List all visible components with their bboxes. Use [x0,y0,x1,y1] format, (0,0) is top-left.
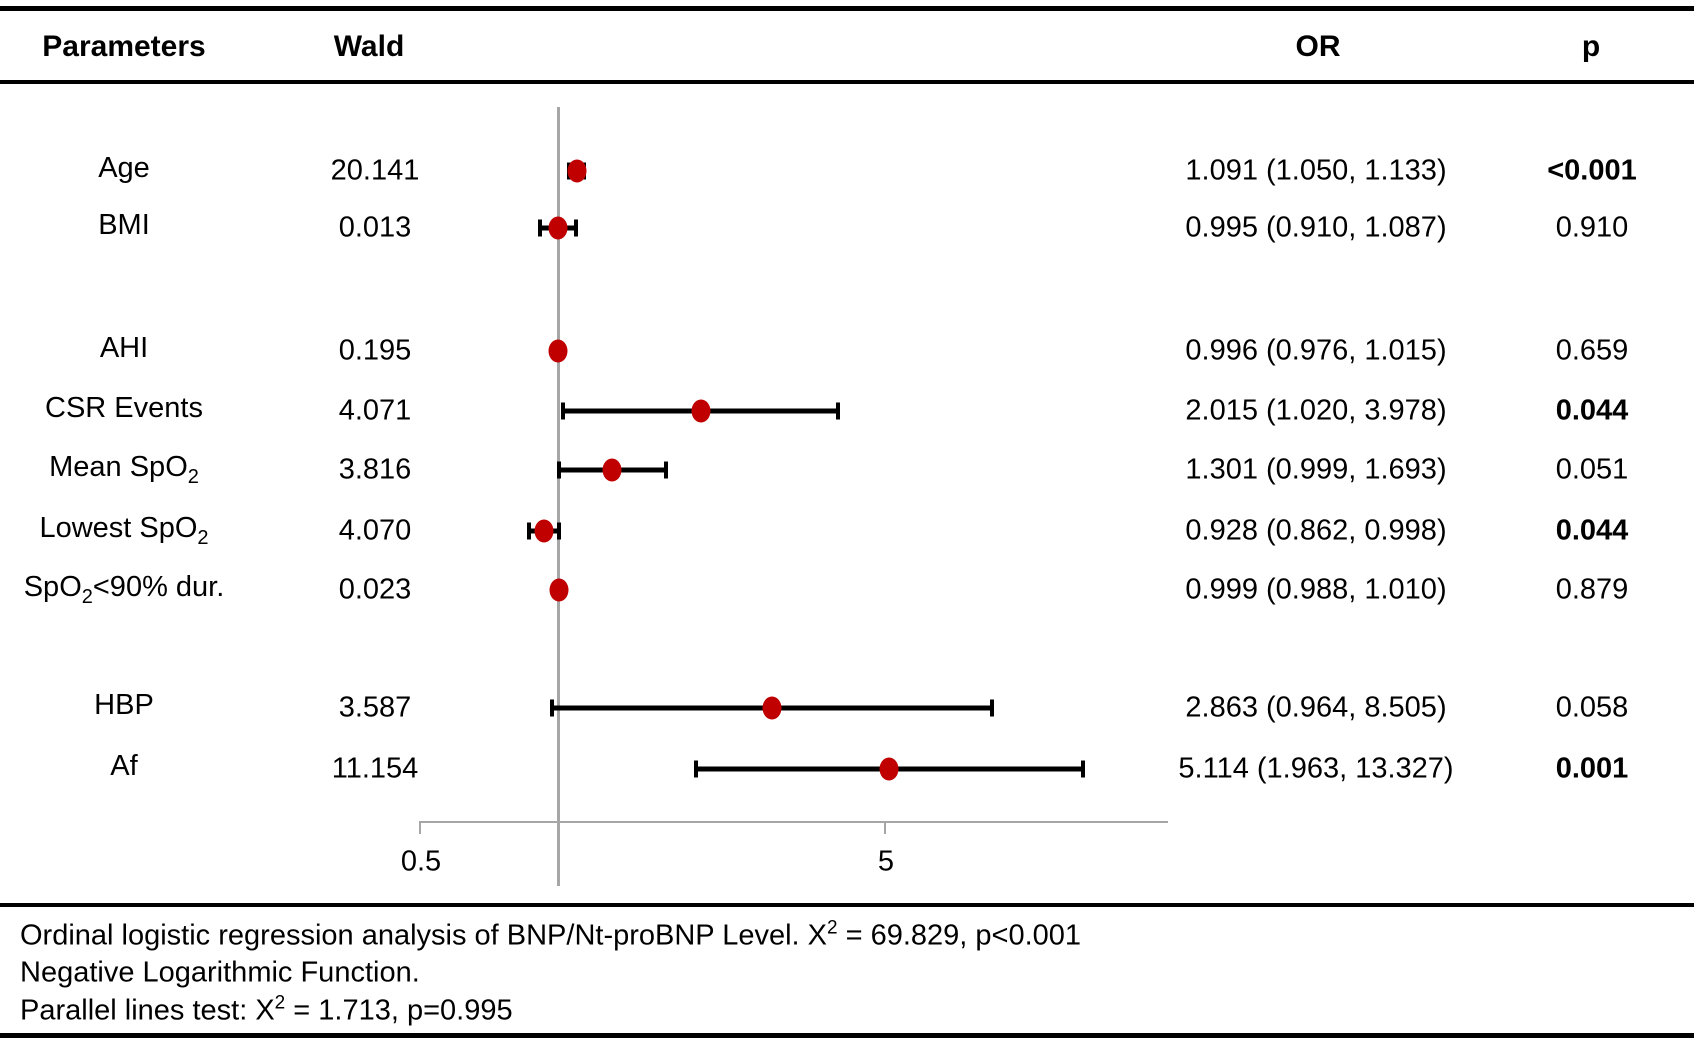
parameter-label: BMI [98,209,150,247]
or-point-marker [534,519,554,543]
ci-cap-left [537,219,542,237]
ci-cap-right [573,219,578,237]
parameter-label: Age [98,152,150,190]
wald-value: 0.195 [338,334,412,367]
or-point-marker [879,757,899,781]
ci-cap-left [693,760,698,778]
or-ci-value: 5.114 (1.963, 13.327) [1178,752,1454,785]
parameter-label-subscript: 2 [187,465,199,488]
or-ci-value: 2.015 (1.020, 3.978) [1185,394,1447,427]
parameter-label-text: BMI [98,209,150,242]
p-value: <0.001 [1547,154,1637,187]
header-separator-rule [0,80,1694,84]
parameter-label-subscript: 2 [81,585,93,608]
x-axis-tick-label-left: 0.5 [400,845,442,878]
parameter-label-text: Af [110,750,138,783]
or-ci-value: 0.999 (0.988, 1.010) [1185,573,1447,606]
parameter-label: CSR Events [45,392,203,430]
x-axis-line [420,821,1168,823]
parameter-label-text: Age [98,152,150,185]
top-border-rule [0,6,1694,11]
p-value: 0.659 [1555,334,1629,367]
footnote-separator-rule [0,903,1694,907]
parameter-label-text: SpO [23,571,82,604]
ci-cap-left [556,461,561,479]
column-header-parameters: Parameters [42,30,206,63]
footnote-2-text: Negative Logarithmic Function. [20,956,420,989]
ci-cap-right [1081,760,1086,778]
parameter-label-text: HBP [94,689,154,722]
wald-value: 20.141 [330,154,420,187]
footnote-1-superscript: 2 [826,917,838,939]
p-value: 0.879 [1555,573,1629,606]
parameter-label-text: CSR Events [45,392,203,425]
ci-cap-right [663,461,668,479]
ci-cap-right [836,402,841,420]
or-ci-value: 2.863 (0.964, 8.505) [1185,691,1447,724]
bottom-border-rule [0,1033,1694,1038]
footnote-1-text-cont: = 69.829, p<0.001 [837,919,1082,952]
ci-cap-right [990,699,995,717]
wald-value: 3.587 [338,691,412,724]
wald-value: 0.023 [338,573,412,606]
parameter-label: Lowest SpO2 [39,512,208,550]
or-point-marker [691,399,711,423]
parameter-label-text: AHI [99,332,149,365]
or-ci-value: 1.301 (0.999, 1.693) [1185,453,1447,486]
p-value: 0.044 [1555,394,1629,427]
or-point-marker [548,216,568,240]
or-ci-value: 1.091 (1.050, 1.133) [1185,154,1447,187]
wald-value: 11.154 [331,752,419,785]
column-header-or: OR [1295,30,1341,63]
p-value: 0.058 [1555,691,1629,724]
wald-value: 0.013 [338,211,412,244]
parameter-label: Af [110,750,137,788]
parameter-label: Mean SpO2 [49,451,199,489]
column-header-p: p [1581,30,1601,63]
footnote-line-3: Parallel lines test: X2 = 1.713, p=0.995 [20,993,513,1028]
ci-cap-left [561,402,565,420]
p-value: 0.044 [1555,514,1629,547]
footnote-1-text: Ordinal logistic regression analysis of … [20,919,827,952]
ci-cap-left [526,522,531,540]
wald-value: 3.816 [338,453,412,486]
wald-value: 4.071 [338,394,412,427]
parameter-label-subscript: 2 [197,526,209,549]
wald-value: 4.070 [338,514,412,547]
parameter-label-text: Mean SpO [49,451,188,484]
x-axis-tick-right [884,821,886,834]
or-point-marker [548,339,568,363]
footnote-3-superscript: 2 [274,992,286,1014]
footnote-line-1: Ordinal logistic regression analysis of … [20,918,1081,953]
p-value: 0.910 [1555,211,1629,244]
p-value: 0.001 [1555,752,1629,785]
x-axis-tick-left [419,821,421,834]
parameter-label: AHI [100,332,148,370]
footnote-line-2: Negative Logarithmic Function. [20,955,420,990]
or-point-marker [602,458,622,482]
parameter-label: SpO2<90% dur. [24,571,225,609]
parameter-label-suffix: <90% dur. [92,571,225,604]
ci-cap-right [556,522,561,540]
footnote-3-text: Parallel lines test: X [20,994,275,1027]
or-ci-value: 0.995 (0.910, 1.087) [1185,211,1447,244]
ci-cap-left [549,699,554,717]
or-point-marker [762,696,782,720]
parameter-label: HBP [94,689,154,727]
or-ci-value: 0.928 (0.862, 0.998) [1185,514,1447,547]
or-point-marker [549,578,569,602]
footnote-3-text-cont: = 1.713, p=0.995 [285,994,513,1027]
or-point-marker [567,159,587,183]
or-1-reference-line [557,107,560,886]
x-axis-tick-label-right: 5 [877,845,895,878]
or-ci-value: 0.996 (0.976, 1.015) [1185,334,1447,367]
parameter-label-text: Lowest SpO [39,512,198,545]
column-header-wald: Wald [333,30,405,63]
p-value: 0.051 [1555,453,1629,486]
